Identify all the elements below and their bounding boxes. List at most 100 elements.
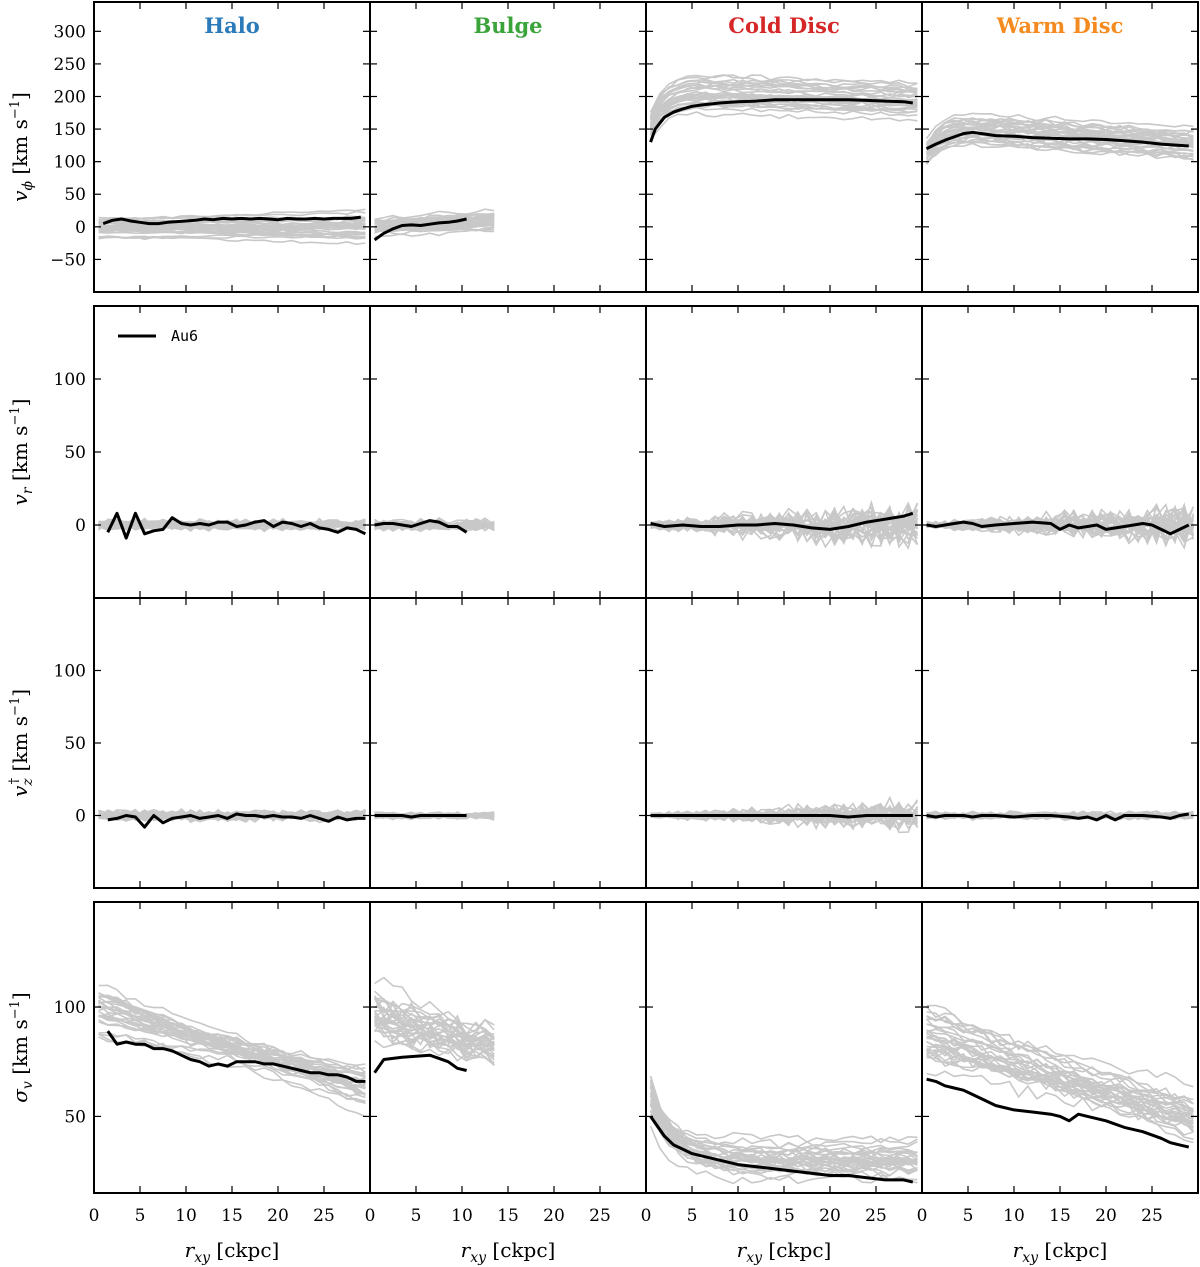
column-title-cold: Cold Disc xyxy=(728,13,840,38)
sample-line xyxy=(925,112,1194,139)
au6-line xyxy=(926,812,1190,822)
x-tick-label: 15 xyxy=(1049,1206,1071,1226)
sample-line xyxy=(925,127,1194,151)
sample-line xyxy=(926,1053,1194,1118)
highlight-sigma-bulge xyxy=(373,1053,467,1074)
highlight-vr-bulge xyxy=(374,519,468,534)
highlight-vr-cold xyxy=(650,511,914,531)
sample-line xyxy=(374,1018,495,1066)
sample-line xyxy=(373,1021,495,1066)
au6-line xyxy=(649,98,914,143)
sample-line xyxy=(98,221,366,227)
x-tick-label: 20 xyxy=(1095,1206,1117,1226)
y-axis-label-vz: vz† [km s−1] xyxy=(7,689,36,797)
column-title-warm: Warm Disc xyxy=(996,13,1124,38)
sample-line xyxy=(98,519,366,531)
sample-line xyxy=(925,125,1194,151)
sample-lines-vphi-cold xyxy=(649,74,918,140)
x-tick-label: 25 xyxy=(313,1206,335,1226)
sample-line xyxy=(650,504,919,543)
sample-line xyxy=(98,235,366,246)
ticks-layer xyxy=(93,2,1198,1193)
x-axis-label: rxy [ckpc] xyxy=(461,1238,556,1266)
y-tick-label: 200 xyxy=(54,87,86,107)
sample-line xyxy=(374,213,495,225)
highlight-vz-warm xyxy=(926,812,1190,822)
svg-text:vz† [km s−1]: vz† [km s−1] xyxy=(7,689,36,797)
highlight-sigma-warm xyxy=(926,1077,1190,1149)
x-tick-label: 5 xyxy=(135,1206,146,1226)
sample-line xyxy=(98,810,366,822)
sample-line xyxy=(649,81,918,118)
au6-line xyxy=(374,519,468,534)
au6-line xyxy=(374,814,467,819)
au6-line xyxy=(650,814,913,819)
y-tick-label: −50 xyxy=(50,250,86,270)
au6-line xyxy=(925,130,1189,150)
x-tick-label: 10 xyxy=(1003,1206,1025,1226)
highlight-vphi-warm xyxy=(925,130,1189,150)
au6-line xyxy=(650,511,914,531)
sample-line xyxy=(649,74,918,113)
au6-line xyxy=(649,1115,914,1184)
au6-line xyxy=(373,1053,467,1074)
sample-line xyxy=(649,1104,918,1174)
sample-line xyxy=(98,1019,366,1088)
y-tick-label: 50 xyxy=(64,734,86,754)
x-tick-label: 15 xyxy=(221,1206,243,1226)
x-tick-label: 25 xyxy=(1141,1206,1163,1226)
sample-line xyxy=(98,1005,366,1076)
sample-line xyxy=(98,227,366,234)
highlight-sigma-cold xyxy=(649,1115,914,1184)
highlight-vphi-bulge xyxy=(373,217,467,242)
x-tick-label: 5 xyxy=(687,1206,698,1226)
sample-line xyxy=(926,133,1194,156)
sample-line xyxy=(374,208,495,221)
sample-line xyxy=(926,1049,1194,1128)
sample-line xyxy=(98,994,366,1118)
sample-line xyxy=(98,995,366,1099)
y-tick-label: 0 xyxy=(75,807,86,827)
sample-line xyxy=(98,231,366,239)
sample-line xyxy=(374,998,495,1036)
y-axis-label-sigma: σv [km s−1] xyxy=(8,992,36,1102)
x-tick-label: 5 xyxy=(963,1206,974,1226)
highlight-vz-cold xyxy=(650,814,913,819)
x-tick-label: 15 xyxy=(497,1206,519,1226)
sample-line xyxy=(649,111,918,140)
x-tick-label: 0 xyxy=(641,1206,652,1226)
sample-lines-vphi-bulge xyxy=(374,208,495,238)
sample-line xyxy=(649,1125,918,1185)
x-tick-label: 15 xyxy=(773,1206,795,1226)
sample-line xyxy=(926,1018,1194,1122)
x-tick-label: 5 xyxy=(411,1206,422,1226)
legend-label-au6: Au6 xyxy=(171,327,198,345)
sample-line xyxy=(649,1103,918,1144)
sample-line xyxy=(926,512,1195,541)
x-tick-label: 20 xyxy=(819,1206,841,1226)
sample-line xyxy=(926,1023,1194,1123)
sample-line xyxy=(374,1012,495,1047)
svg-text:vr [km s−1]: vr [km s−1] xyxy=(8,399,36,506)
sample-lines-sigma-bulge xyxy=(373,976,495,1066)
sample-line xyxy=(649,1101,918,1149)
sample-line xyxy=(925,117,1194,145)
x-tick-label: 10 xyxy=(175,1206,197,1226)
y-tick-label: 100 xyxy=(54,370,86,390)
highlight-vphi-halo xyxy=(102,215,362,226)
sample-lines-sigma-warm xyxy=(925,1004,1195,1144)
y-tick-label: 100 xyxy=(54,662,86,682)
x-tick-label: 20 xyxy=(543,1206,565,1226)
x-axis-label: rxy [ckpc] xyxy=(737,1238,832,1266)
sample-line xyxy=(98,1014,366,1079)
sample-line xyxy=(374,1012,495,1047)
column-title-bulge: Bulge xyxy=(473,13,542,38)
highlight-vz-halo xyxy=(107,812,366,829)
sample-line xyxy=(98,218,366,227)
sample-line xyxy=(925,120,1194,146)
y-tick-label: 100 xyxy=(54,998,86,1018)
sample-line xyxy=(926,134,1194,159)
sample-line xyxy=(374,998,495,1039)
highlight-lines-layer xyxy=(102,98,1190,1184)
svg-text:vϕ [km s−1]: vϕ [km s−1] xyxy=(8,92,36,202)
